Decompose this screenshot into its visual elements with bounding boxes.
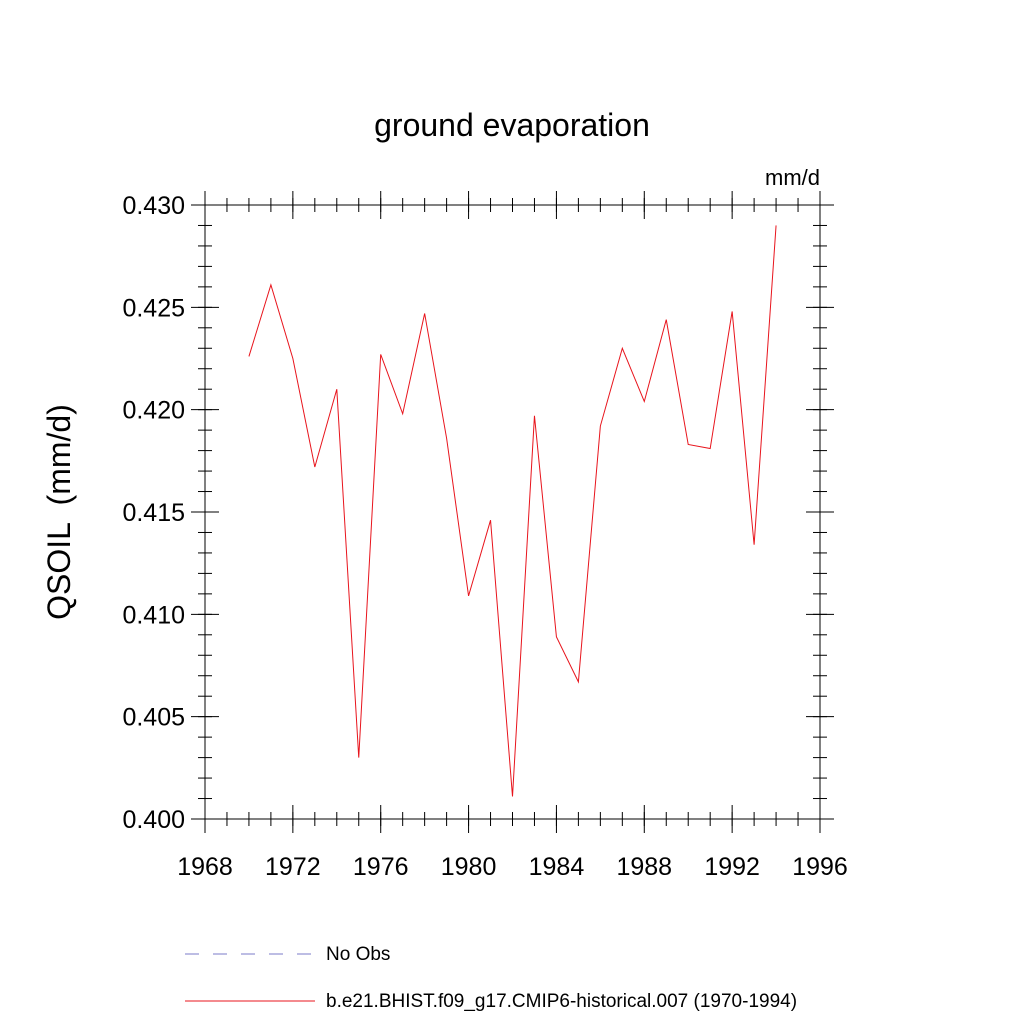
legend-label-model: b.e21.BHIST.f09_g17.CMIP6-historical.007…	[326, 991, 797, 1012]
y-tick-label: 0.430	[122, 192, 185, 220]
series-layer	[248, 225, 777, 797]
legend-label-no-obs: No Obs	[326, 944, 390, 965]
y-tick-label: 0.410	[122, 601, 185, 629]
series-line	[248, 225, 777, 797]
y-tick-label: 0.405	[122, 704, 185, 732]
chart-title: ground evaporation	[374, 107, 650, 143]
units-label: mm/d	[765, 165, 820, 190]
x-tick-label: 1988	[616, 853, 672, 881]
y-tick-label: 0.420	[122, 397, 185, 425]
x-tick-label: 1996	[792, 853, 848, 881]
y-tick-label: 0.400	[122, 806, 185, 834]
y-tick-label: 0.425	[122, 294, 185, 322]
plot-frame	[204, 204, 821, 820]
legend: No Obs b.e21.BHIST.f09_g17.CMIP6-histori…	[185, 944, 797, 1012]
x-tick-label: 1992	[704, 853, 760, 881]
y-axis-label: QSOIL (mm/d)	[41, 404, 77, 620]
x-tick-label: 1984	[529, 853, 585, 881]
x-tick-label: 1968	[177, 853, 233, 881]
x-tick-label: 1980	[441, 853, 497, 881]
x-tick-label: 1972	[265, 853, 321, 881]
x-tick-label: 1976	[353, 853, 409, 881]
y-tick-label: 0.415	[122, 499, 185, 527]
axes: 0.400 0.405 0.410 0.415 0.420 0.425 0.430 1968 1…	[122, 191, 848, 881]
